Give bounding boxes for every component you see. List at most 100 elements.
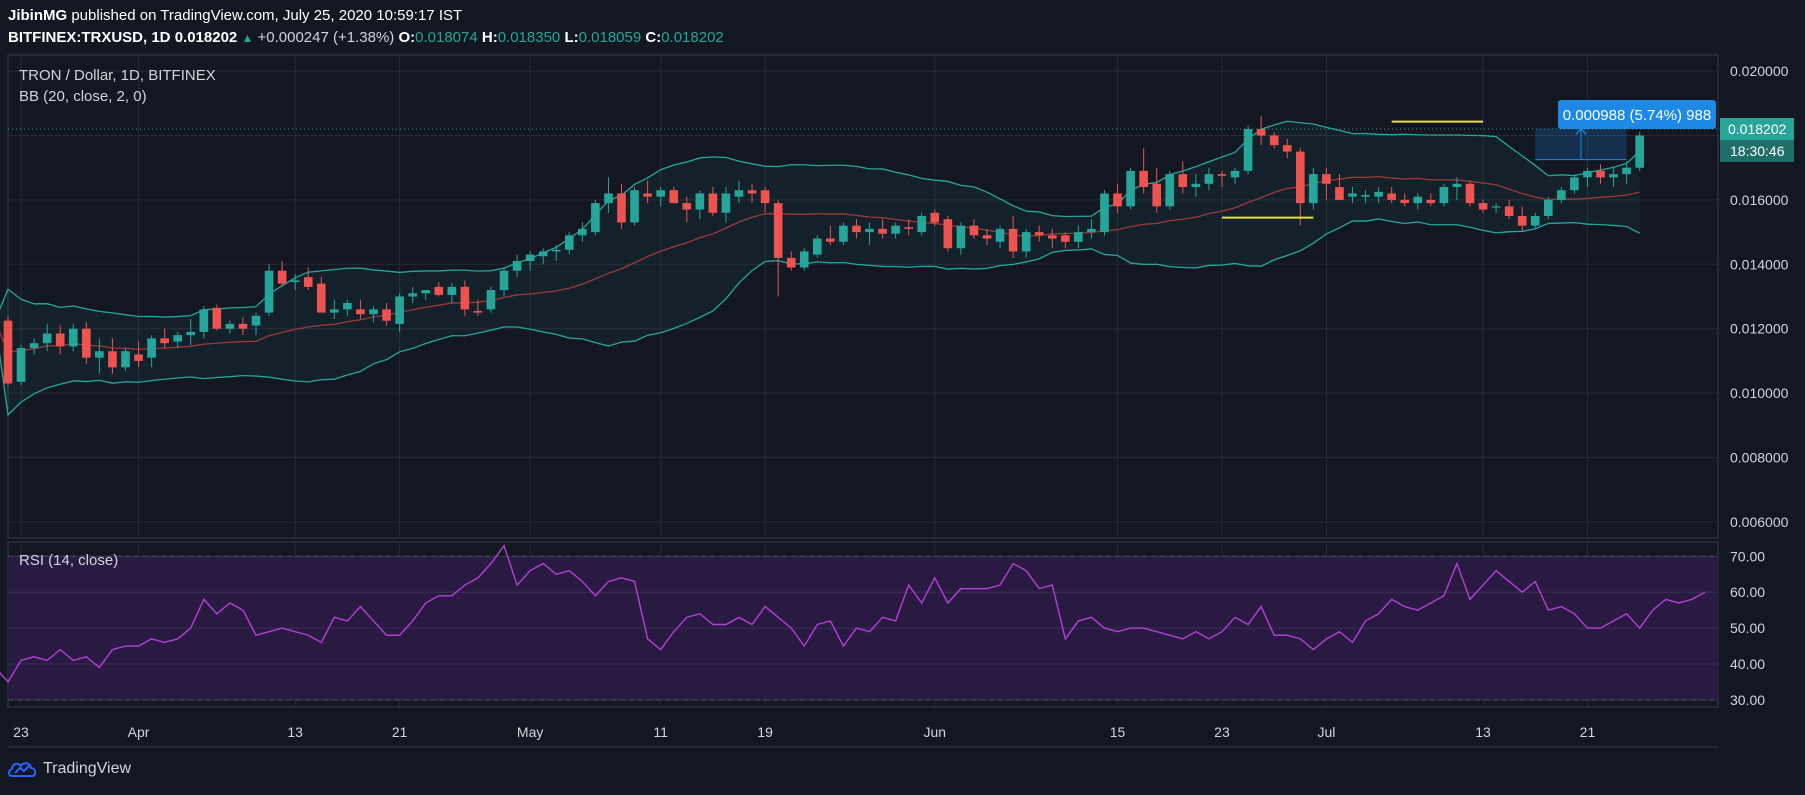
candle [721,187,731,223]
candle-body [826,238,835,242]
price-tick-label: 0.008000 [1730,450,1789,466]
candle [1413,193,1423,210]
candle [1452,177,1462,200]
candle [551,244,561,262]
last-price: 0.018202 [174,29,238,46]
candle-body [499,270,509,291]
candle-body [1100,193,1109,233]
candle [95,338,104,374]
candle-body [1165,174,1175,207]
candle-body [708,193,718,213]
candle [1178,161,1188,194]
candle-body [773,203,783,258]
time-tick-label: May [517,724,543,740]
candle [1217,170,1227,188]
candle [134,341,143,368]
rsi-legend[interactable]: RSI (14, close) [19,552,119,569]
candle [1165,170,1175,210]
candle-body [1583,170,1592,178]
candle [1530,212,1540,229]
candle-body [1491,206,1501,208]
rsi-tick-label: 60.00 [1730,584,1765,600]
candle-body [643,193,652,197]
bb-band-fill [0,121,1640,415]
candle-body [238,323,248,329]
candle-body [108,351,117,368]
candle [356,299,365,320]
candle [930,209,940,226]
candle-body [173,335,183,342]
candle-body [852,225,861,233]
candle-body [1191,183,1201,188]
candle-body [930,212,940,223]
candle-body [421,290,431,294]
publisher-name[interactable]: JibinMG [8,7,68,24]
candle [578,222,587,242]
candle [1309,167,1318,210]
price-tick-label: 0.014000 [1730,256,1789,272]
bb-lower-band [0,218,1640,417]
candle [525,251,535,271]
candle [1126,167,1135,210]
candle [630,187,639,226]
candle [878,219,887,239]
instrument-legend[interactable]: TRON / Dollar, 1D, BITFINEX [19,67,216,84]
bb-legend[interactable]: BB (20, close, 2, 0) [19,88,147,105]
candle [1191,174,1201,197]
candle [1439,183,1449,207]
candle [826,225,835,245]
candle-body [669,190,679,204]
current-price-tag [1720,117,1794,140]
candle-body [1570,177,1579,191]
candle [277,261,287,287]
candle [1570,174,1579,194]
symbol-label[interactable]: BITFINEX:TRXUSD, 1D [8,29,171,46]
measure-tag [1558,100,1716,129]
candle-body [564,235,574,250]
candle-body [121,351,130,368]
candle [225,320,235,334]
candle [186,319,196,345]
candle-body [1087,228,1096,233]
close-value: 0.018202 [661,29,724,46]
candle-body [1348,193,1357,197]
candle-body [1452,183,1462,188]
candle [512,254,522,278]
candle [760,187,770,213]
candle-body [839,225,848,242]
time-tick-label: 23 [1214,724,1230,740]
time-tick-label: Apr [128,724,150,740]
candle-body [1530,216,1540,226]
candle-body [369,309,378,315]
candle-body [1204,174,1214,184]
rsi-tick-label: 40.00 [1730,656,1765,672]
price-change: +0.000247 (+1.38%) [257,29,395,46]
candle [747,183,757,204]
candle-body [1309,174,1318,204]
candle-body [1126,170,1135,207]
candle [682,196,692,223]
candle [1008,216,1018,258]
candle [421,290,431,300]
close-label: C: [645,29,662,46]
candle [1295,148,1305,226]
candle [1348,187,1357,204]
candle-body [356,309,365,315]
candle [1100,190,1109,236]
candle [1047,228,1057,249]
candle-body [878,228,887,234]
time-tick-label: 11 [653,724,668,740]
candle [969,219,979,239]
tradingview-logo[interactable]: TradingView [8,760,131,778]
candle-body [447,286,457,295]
time-tick-label: Jun [924,724,947,740]
candle [865,222,874,245]
candle-body [1478,203,1488,210]
candle [669,187,679,204]
candle-body [1021,232,1031,252]
candle [734,180,744,204]
candle [1609,167,1618,188]
candle-body [956,225,966,249]
candle [643,180,652,204]
